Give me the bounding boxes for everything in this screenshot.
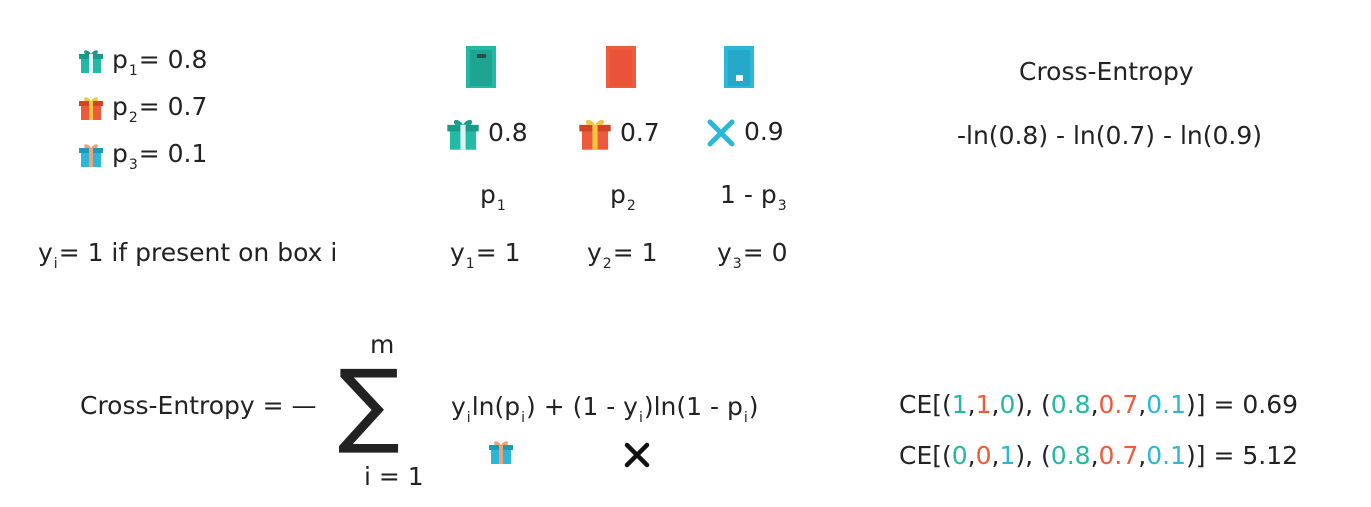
ce-expression: -ln(0.8) - ln(0.7) - ln(0.9) <box>957 121 1263 150</box>
gift-blue-icon <box>489 441 513 464</box>
y-label-box1: y1= 1 <box>450 238 521 272</box>
sigma-symbol: ∑ <box>338 350 400 457</box>
p3-sub: 3 <box>128 157 138 173</box>
sigma-lower: i = 1 <box>364 462 424 491</box>
door-teal-icon <box>466 46 496 88</box>
gift-teal-icon <box>447 119 479 150</box>
formula-lhs: Cross-Entropy = — <box>80 391 317 420</box>
probability-p2: p2= 0.7 <box>78 92 207 126</box>
outcome-box1: 0.8 <box>446 117 528 151</box>
p2-sub: 2 <box>128 110 138 126</box>
p3-var: p <box>111 139 128 168</box>
ce-example-2: CE[(0,0,1), (0.8,0.7,0.1)] = 5.12 <box>899 441 1299 470</box>
gift-blue-icon <box>79 144 103 167</box>
probability-p1: p1= 0.8 <box>78 45 207 79</box>
yi-definition: yi= 1 if present on box i <box>38 238 338 272</box>
p3-value: = 0.1 <box>138 139 208 168</box>
p2-var: p <box>111 92 128 121</box>
outcome-box3: 0.9 <box>706 117 784 148</box>
p1-value: = 0.8 <box>138 45 208 74</box>
p1-sub: 1 <box>128 63 138 79</box>
ce-example-1: CE[(1,1,0), (0.8,0.7,0.1)] = 0.69 <box>899 390 1299 419</box>
ce-header: Cross-Entropy <box>1019 57 1194 86</box>
x-icon <box>707 119 735 147</box>
gift-red-icon <box>79 97 103 120</box>
outcome-box2: 0.7 <box>578 117 660 151</box>
probability-p3: p3= 0.1 <box>78 139 207 173</box>
door-blue-icon <box>724 46 754 88</box>
prob-label-box2: p2 <box>610 180 636 214</box>
gift-red-icon <box>579 119 611 150</box>
prob-label-box1: p1 <box>480 180 506 214</box>
door-red-icon <box>606 46 636 88</box>
sigma-upper: m <box>370 330 395 359</box>
x-icon <box>624 442 650 468</box>
y-label-box2: y2= 1 <box>587 238 658 272</box>
p2-value: = 0.7 <box>138 92 208 121</box>
formula-term: yiln(pi) + (1 - yi)ln(1 - pi) <box>451 392 759 426</box>
prob-label-box3: 1 - p3 <box>720 180 787 214</box>
y-label-box3: y3= 0 <box>717 238 788 272</box>
p1-var: p <box>111 45 128 74</box>
gift-teal-icon <box>79 50 103 73</box>
